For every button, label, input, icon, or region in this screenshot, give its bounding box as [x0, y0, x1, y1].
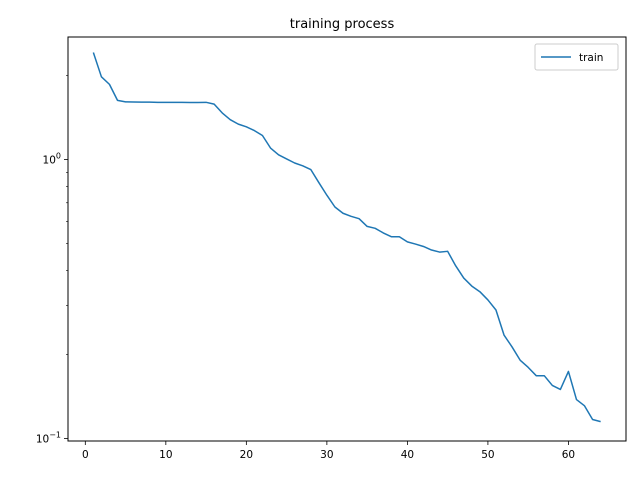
axes-frame: [67, 36, 627, 442]
chart-title: training process: [290, 17, 395, 32]
x-tick-label-40: 40: [401, 449, 414, 461]
x-tick-label-50: 50: [481, 449, 494, 461]
x-tick-label-0: 0: [82, 449, 89, 461]
y-tick-label: 10−1: [36, 431, 61, 446]
legend-box: [534, 43, 619, 71]
legend: train: [534, 43, 619, 71]
x-tick-label-20: 20: [240, 449, 253, 461]
x-tick-label-30: 30: [320, 449, 333, 461]
legend-label-train: train: [579, 52, 603, 64]
x-tick-label-10: 10: [159, 449, 172, 461]
y-tick-label: 100: [43, 152, 61, 167]
series-line-train: [92, 52, 601, 423]
x-tick-label-60: 60: [562, 449, 575, 461]
